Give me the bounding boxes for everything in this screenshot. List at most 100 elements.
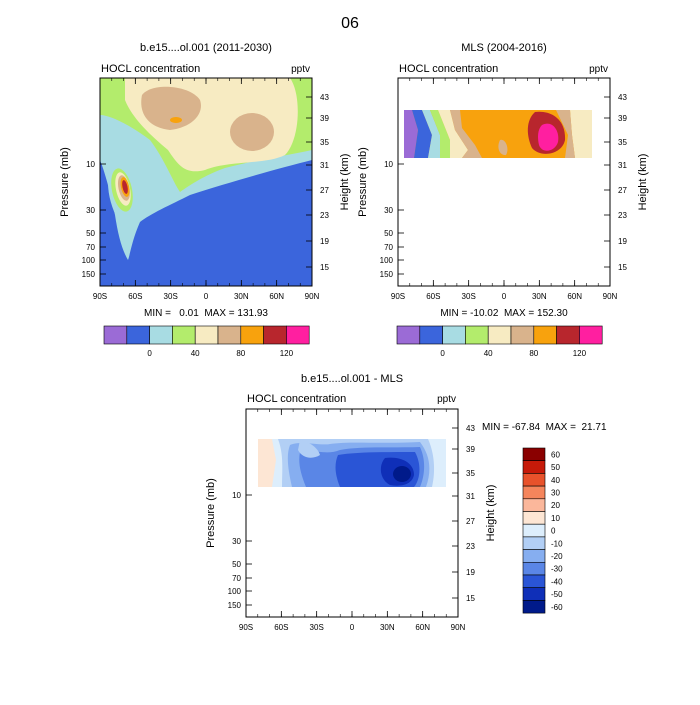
height-tick-label: 43: [466, 424, 475, 433]
contour-level-light-blue-west: [298, 440, 320, 458]
contour-level-light-blue: [422, 110, 440, 158]
height-tick-label: 31: [320, 161, 329, 170]
y-tick-label: 100: [228, 587, 242, 596]
colorbar-label: 0: [551, 527, 556, 536]
colorbar-swatch: [149, 325, 173, 345]
tick-marks: 90S 60S 30S 0 30N 60N 90N 10 30 50 70 100 150 43 39 35 3…: [380, 78, 627, 301]
panel-units: pptv: [589, 64, 608, 75]
panel-title: MLS (2004-2016): [461, 42, 547, 54]
y-axis-right-label: Height (km): [637, 154, 649, 211]
panel-mls: MLS (2004-2016) HOCL concentration pptv …: [357, 42, 649, 358]
contour-level-cream: [438, 110, 592, 158]
colorbar-swatch: [522, 561, 546, 576]
colorbar-swatch: [522, 485, 546, 500]
height-tick-label: 15: [320, 263, 329, 272]
height-tick-label: 15: [466, 594, 475, 603]
colorbar-label: 40: [551, 476, 560, 485]
colorbar-swatch: [172, 325, 196, 345]
colorbar-label: 120: [573, 349, 587, 358]
x-tick-label: 30S: [462, 292, 476, 301]
colorbar-label: 120: [280, 349, 294, 358]
colorbar-swatch: [419, 325, 443, 345]
height-tick-label: 35: [466, 469, 475, 478]
height-tick-label: 39: [466, 445, 475, 454]
y-tick-label: 150: [228, 601, 242, 610]
contour-level-light-east: [428, 439, 446, 487]
height-tick-label: 39: [618, 114, 627, 123]
tick-marks: 90S 60S 30S 0 30N 60N 90N 10 30 50 70 100 150 43 39 35 3…: [82, 78, 329, 301]
colorbar-label: -60: [551, 603, 563, 612]
colorbar-label: -10: [551, 539, 563, 548]
colorbar-label: -20: [551, 552, 563, 561]
height-tick-label: 23: [320, 211, 329, 220]
height-tick-label: 27: [466, 517, 475, 526]
page-title: 06: [341, 15, 359, 32]
height-tick-label: 31: [618, 161, 627, 170]
colorbar-swatch: [522, 600, 546, 614]
contour-level-pink: [538, 123, 559, 151]
y-tick-label: 10: [86, 160, 95, 169]
x-tick-label: 0: [350, 623, 355, 632]
colorbar-swatch: [556, 325, 580, 345]
colorbar-swatch: [522, 460, 546, 474]
panel-units: pptv: [291, 64, 310, 75]
panel-title: b.e15....ol.001 - MLS: [301, 373, 403, 385]
panel-units: pptv: [437, 394, 456, 405]
colorbar-swatch: [522, 511, 546, 525]
colorbar-label: 60: [551, 450, 560, 459]
colorbar: 0 40 80 120: [103, 325, 310, 358]
plot-frame: [397, 77, 611, 287]
x-tick-label: 30N: [532, 292, 547, 301]
height-tick-label: 15: [618, 263, 627, 272]
contour-field: [258, 439, 446, 487]
contour-field: [404, 110, 592, 158]
colorbar-swatch: [263, 325, 287, 345]
colorbar-swatch: [286, 325, 310, 345]
y-tick-label: 10: [384, 160, 393, 169]
height-tick-label: 23: [466, 542, 475, 551]
height-tick-label: 35: [320, 138, 329, 147]
tick-marks: 90S 60S 30S 0 30N 60N 90N 10 30 50 70 100 150 43 39 35 3…: [228, 409, 475, 632]
height-tick-label: 27: [618, 186, 627, 195]
y-axis-label: Pressure (mb): [205, 478, 217, 548]
colorbar-label: -40: [551, 577, 563, 586]
colorbar-label: 40: [191, 349, 200, 358]
height-tick-label: 27: [320, 186, 329, 195]
colorbar-swatch: [522, 447, 546, 461]
y-tick-label: 30: [232, 537, 241, 546]
x-tick-label: 60N: [415, 623, 430, 632]
y-tick-label: 50: [384, 229, 393, 238]
height-tick-label: 43: [320, 93, 329, 102]
y-tick-label: 50: [86, 229, 95, 238]
y-tick-label: 100: [380, 256, 394, 265]
colorbar-label: -30: [551, 565, 563, 574]
stats-label: MIN = -10.02 MAX = 152.30: [440, 308, 568, 319]
panel-left-label: HOCL concentration: [247, 393, 346, 405]
y-tick-label: 70: [232, 574, 241, 583]
colorbar-label: 20: [551, 501, 560, 510]
colorbar-label: 0: [147, 349, 152, 358]
contour-level-blue: [412, 110, 432, 158]
x-tick-label: 90N: [305, 292, 320, 301]
colorbar-swatch: [522, 498, 546, 512]
x-tick-label: 60S: [128, 292, 142, 301]
colorbar-swatch: [522, 536, 546, 550]
y-axis-right-label: Height (km): [485, 485, 497, 542]
height-tick-label: 31: [466, 492, 475, 501]
x-tick-label: 30S: [310, 623, 324, 632]
y-axis-label: Pressure (mb): [59, 147, 71, 217]
colorbar-swatch: [465, 325, 489, 345]
x-tick-label: 0: [502, 292, 507, 301]
x-tick-label: 90S: [239, 623, 253, 632]
colorbar: 0 40 80 120: [396, 325, 603, 358]
contour-level-green: [430, 110, 450, 158]
colorbar-swatch: [522, 549, 546, 563]
panel-title: b.e15....ol.001 (2011-2030): [140, 42, 272, 54]
y-tick-label: 100: [82, 256, 96, 265]
panel-left-label: HOCL concentration: [399, 63, 498, 75]
y-tick-label: 10: [232, 491, 241, 500]
colorbar-label: 30: [551, 488, 560, 497]
panel-model: b.e15....ol.001 (2011-2030) HOCL concent…: [59, 42, 351, 358]
contour-level-tan-west: [141, 86, 201, 130]
x-tick-label: 90S: [391, 292, 405, 301]
